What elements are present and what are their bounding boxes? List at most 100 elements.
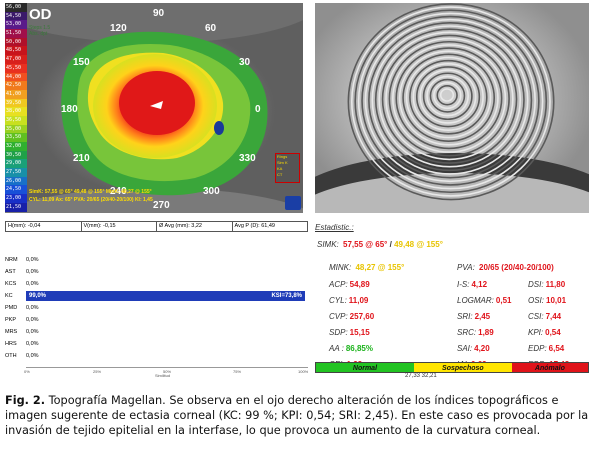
- index-row: I-S: 4,12: [457, 280, 487, 289]
- index-value: 257,60: [349, 312, 375, 321]
- figure-caption: Fig. 2. Topografía Magellan. Se observa …: [5, 393, 589, 438]
- v-mm-value: V(mm): -0,15: [82, 222, 157, 231]
- simk-key: SIMK:: [317, 240, 339, 249]
- axis-label-330: 330: [239, 153, 256, 164]
- placido-ring: [374, 28, 525, 172]
- axis-label-120: 120: [110, 23, 127, 34]
- mink-key: MINK:: [329, 263, 352, 272]
- placido-ring: [405, 56, 492, 139]
- pva-row: PVA: 20/65 (20/40-20/100): [457, 263, 554, 272]
- scale-cell: 23,00: [5, 194, 27, 203]
- index-key: SRC:: [457, 328, 477, 337]
- placido-ring: [347, 3, 555, 201]
- classification-row: KC 99,0% KSI=73,8%: [5, 290, 308, 302]
- placido-ring: [429, 78, 466, 113]
- scale-cell: 29,00: [5, 159, 27, 169]
- axis-label-300: 300: [203, 186, 220, 197]
- classification-name: PKP: [5, 317, 17, 323]
- placido-ring: [433, 81, 462, 110]
- classification-name: NRM: [5, 257, 18, 263]
- x-tick-label: 0%: [24, 369, 30, 374]
- index-value: 54,89: [349, 280, 370, 289]
- index-key: OSI:: [528, 296, 545, 305]
- eye-label: OD: [29, 6, 52, 23]
- avg-power-value: Avg P (D): 61,49: [234, 223, 275, 229]
- index-key: CSI:: [528, 312, 544, 321]
- placido-ring: [350, 6, 551, 197]
- scale-cell: 45,50: [5, 63, 27, 73]
- figure-label: Fig. 2.: [5, 394, 46, 407]
- classification-row: KCS 0,0%: [5, 278, 308, 290]
- placido-ring: [354, 9, 548, 194]
- classification-row: AST 0,0%: [5, 266, 308, 278]
- simk-value-2: 49,48 @ 155°: [394, 240, 443, 249]
- axis-label-270: 270: [153, 200, 170, 211]
- ksi-label: KSI=73,8%: [271, 293, 302, 299]
- classification-pct: 0,0%: [26, 305, 39, 311]
- index-value: 11,09: [348, 296, 369, 305]
- scale-cell: 32,00: [5, 142, 27, 151]
- index-row: SRC: 1,89: [457, 328, 494, 337]
- classification-bar-label: 99,0%: [29, 293, 47, 299]
- placido-ring: [371, 25, 529, 175]
- scale-cell: 39,50: [5, 98, 27, 108]
- placido-ring: [419, 69, 477, 124]
- classification-row: MRS 0,0%: [5, 326, 308, 338]
- placido-ring: [368, 22, 533, 179]
- scale-unit-label: Abs. dpt: [29, 31, 48, 37]
- placido-ring: [364, 18, 536, 183]
- scale-cell: 26,00: [5, 176, 27, 186]
- axis-label-30: 30: [239, 57, 251, 68]
- legend-line: Rings: [277, 154, 288, 159]
- classification-bar: [26, 291, 306, 301]
- classification-name: HRS: [5, 341, 17, 347]
- classification-pct: 0,0%: [26, 257, 39, 263]
- simk-row: SIMK: 57,55 @ 65° / 49,48 @ 155°: [317, 240, 443, 249]
- axis-label-150: 150: [73, 57, 90, 68]
- placido-ring: [395, 47, 503, 150]
- index-row: OSI: 10,01: [528, 296, 566, 305]
- placido-ring-image: [315, 3, 589, 213]
- scale-cell: 35,00: [5, 124, 27, 134]
- classification-pct: 0,0%: [26, 353, 39, 359]
- index-key: LOGMAR:: [457, 296, 494, 305]
- index-value: 4,12: [471, 280, 488, 289]
- legend-line: KA: [277, 166, 283, 171]
- placido-ring: [361, 15, 540, 186]
- mink-row: MINK: 48,27 @ 155°: [329, 263, 404, 272]
- placido-ring: [415, 66, 481, 128]
- index-value: 2,45: [474, 312, 491, 321]
- index-value: 7,44: [545, 312, 562, 321]
- scale-cell: 21,50: [5, 202, 27, 212]
- index-value: 15,15: [349, 328, 370, 337]
- x-axis: [26, 367, 308, 368]
- index-key: ACP:: [329, 280, 348, 289]
- placido-ring: [412, 62, 484, 132]
- index-value: 4,20: [474, 344, 490, 353]
- scale-cell: 41,00: [5, 89, 27, 99]
- index-row: LOGMAR: 0,51: [457, 296, 511, 305]
- index-key: KPI:: [528, 328, 544, 337]
- scale-cell: 42,50: [5, 81, 27, 90]
- status-legend-bar: Normal Sospechoso Anómalo: [315, 362, 589, 373]
- scale-step-label: Steps 1.5: [29, 25, 51, 31]
- index-key: DSI:: [528, 280, 544, 289]
- index-key: I-S:: [457, 280, 470, 289]
- index-row: SDP: 15,15: [329, 328, 370, 337]
- scale-cell: 30,50: [5, 150, 27, 160]
- classification-row: PKP 0,0%: [5, 314, 308, 326]
- map-info-line-2: CYL: 11,09 Ax: 65° PVA: 20/65 (20/40-20/…: [29, 197, 153, 203]
- index-value: 1,89: [478, 328, 494, 337]
- classification-chart: NRM 0,0% AST 0,0% KCS 0,0% KC 99,0% KSI=73,8% PMD…: [5, 254, 308, 378]
- index-row: SAI: 4,20: [457, 344, 490, 353]
- index-value: 10,01: [546, 296, 567, 305]
- device-logo-icon: [285, 196, 301, 210]
- axis-label-60: 60: [205, 23, 217, 34]
- scale-cell: 27,50: [5, 168, 27, 177]
- index-key: CVP:: [329, 312, 348, 321]
- color-scale: 56,00 54,50 53,00 51,50 50,00 48,50 47,00 45,50…: [5, 3, 27, 213]
- index-row: AA :86,85%: [329, 344, 373, 353]
- classification-name: MRS: [5, 329, 18, 335]
- axis-label-90: 90: [153, 8, 165, 19]
- avg-diameter-value: Ø Avg (mm): 3,22: [157, 222, 233, 231]
